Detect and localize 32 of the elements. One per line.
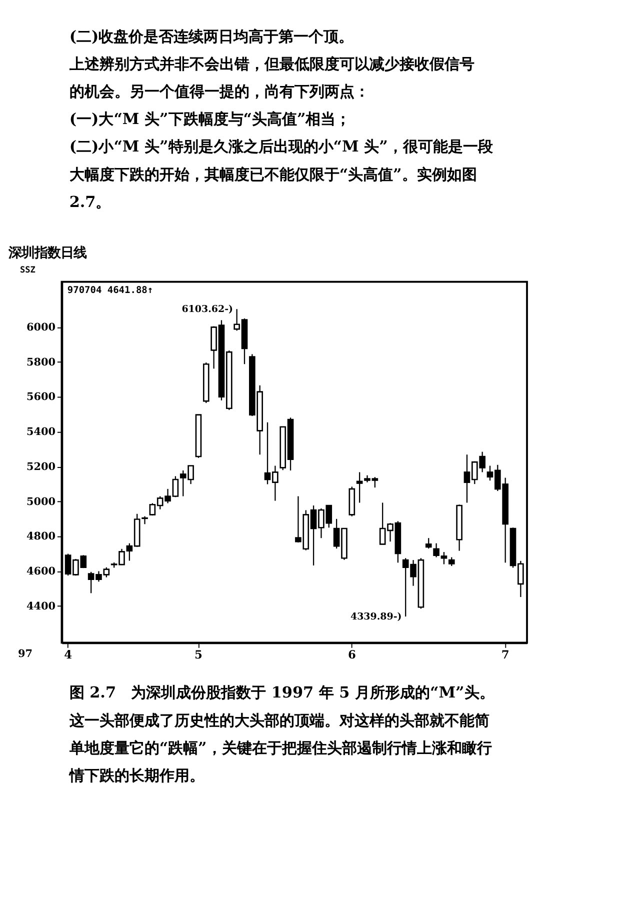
annotation: 6103.62-) [182, 304, 234, 315]
caption: 图 2.7 为深圳成份股指数于 1997 年 5 月所形成的“M”头。 [69, 684, 494, 702]
text: 大幅度下跌的开始，其幅度已不能仅限于“头高值”。实例如图 [69, 165, 477, 184]
text: SSZ [20, 265, 36, 276]
x-tick-label: 7 [501, 647, 510, 662]
x-tick-label: 6 [348, 647, 356, 662]
chart-subtitle: 970704 4641.88↑ [67, 285, 154, 296]
y-tick-label: 4400 [26, 600, 56, 612]
candlestick [356, 472, 363, 504]
y-tick-label: 6000 [26, 321, 56, 334]
text: 的机会。另一个值得一提的，尚有下列两点： [69, 82, 370, 101]
text: 2.7。 [69, 192, 111, 211]
text: 情下跌的长期作用。 [68, 766, 204, 784]
candlestick [425, 538, 432, 550]
text: (二)收盘价是否连续两日均高于第一个顶。 [69, 28, 354, 46]
chart-title: 深圳指数日线 [8, 246, 87, 262]
text: 这一头部便成了历史性的大头部的顶端。对这样的头部就不能简 [68, 711, 490, 730]
x-tick-label: 4 [64, 647, 72, 662]
text: (一)大“M 头”下跌幅度与“头高值”相当； [69, 110, 351, 128]
text: 97 [18, 648, 33, 660]
y-tick-label: 5600 [26, 391, 56, 404]
y-tick-label: 4600 [26, 566, 56, 578]
text: (二)小“M 头”特别是久涨之后出现的小“M 头”，很可能是一段 [69, 138, 494, 156]
text: 单地度量它的“跌幅”，关键在于把握住头部遏制行情上涨和瞰行 [68, 738, 492, 757]
annotation: 4339.89-) [350, 611, 402, 622]
y-tick-label: 5400 [26, 426, 56, 438]
y-tick-label: 4800 [26, 530, 56, 543]
text: 上述辨别方式并非不会出错，但最低限度可以减少接收假信号 [68, 55, 474, 74]
y-tick-label: 5200 [26, 460, 56, 473]
y-tick-label: 5000 [26, 496, 56, 508]
x-tick-label: 5 [194, 647, 203, 662]
y-tick-label: 5800 [26, 356, 56, 368]
